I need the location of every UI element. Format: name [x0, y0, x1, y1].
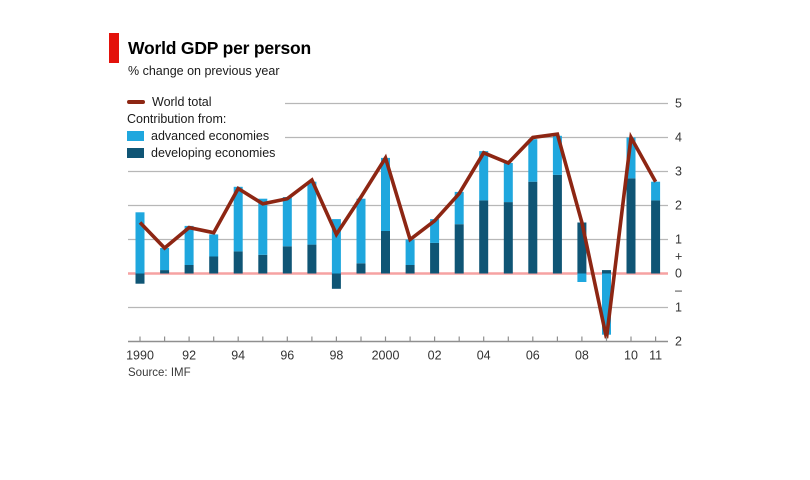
- bar-advanced-2008: [577, 273, 587, 282]
- world-total-line-swatch: [127, 100, 145, 104]
- x-label-02: 02: [428, 349, 442, 363]
- chart-subtitle: % change on previous year: [128, 64, 280, 78]
- x-label-98: 98: [329, 349, 343, 363]
- y-label-4: 4: [675, 131, 682, 145]
- bar-developing-2008: [577, 222, 587, 274]
- bar-developing-2003: [454, 224, 464, 274]
- developing-economies-swatch: [127, 148, 144, 158]
- legend-advanced: advanced economies: [127, 128, 285, 144]
- bar-developing-2011: [651, 200, 661, 274]
- legend-advanced-label: advanced economies: [151, 129, 270, 143]
- bar-advanced-1997: [307, 181, 317, 245]
- x-label-11: 11: [649, 349, 662, 363]
- bar-advanced-1995: [258, 198, 268, 255]
- x-label-08: 08: [575, 349, 589, 363]
- bar-advanced-1996: [282, 197, 292, 247]
- bar-developing-1997: [307, 244, 317, 274]
- bar-developing-2010: [626, 178, 636, 274]
- bar-advanced-2001: [405, 239, 415, 265]
- y-label-–: –: [675, 284, 682, 298]
- bars-group: [135, 135, 661, 335]
- economist-red-tag: [109, 33, 119, 63]
- bar-developing-1990: [135, 273, 145, 284]
- bar-advanced-2004: [479, 151, 489, 201]
- bar-advanced-2000: [381, 157, 390, 231]
- bar-developing-1999: [356, 263, 366, 274]
- legend-developing: developing economies: [127, 145, 285, 161]
- y-label-2: 2: [675, 199, 682, 213]
- bar-advanced-2003: [454, 191, 464, 225]
- y-label-0: 0: [675, 267, 682, 281]
- legend-contribution-heading: Contribution from:: [127, 111, 285, 127]
- bar-advanced-2010: [626, 137, 636, 179]
- world-total-line: [138, 131, 658, 339]
- legend-world-total: World total: [127, 94, 285, 110]
- bar-advanced-2009: [602, 273, 611, 335]
- bar-developing-2007: [552, 174, 562, 274]
- y-label-1: 1: [675, 301, 682, 315]
- x-label-10: 10: [624, 349, 638, 363]
- legend-contribution-label: Contribution from:: [127, 112, 227, 126]
- x-label-2000: 2000: [372, 349, 400, 363]
- source-note: Source: IMF: [128, 367, 191, 379]
- y-label-5: 5: [675, 97, 682, 111]
- y-label-+: +: [675, 250, 682, 264]
- x-axis-labels: 1990 92 94 96 98 2000 02 04 06 08 10 11: [126, 349, 662, 363]
- y-label-3: 3: [675, 165, 682, 179]
- advanced-economies-swatch: [127, 131, 144, 141]
- bar-advanced-2011: [651, 181, 661, 201]
- chart-legend: World total Contribution from: advanced …: [127, 94, 285, 162]
- x-label-1990: 1990: [126, 349, 154, 363]
- x-label-04: 04: [477, 349, 491, 363]
- bar-developing-1993: [209, 256, 219, 274]
- bar-developing-2009: [602, 270, 611, 274]
- x-axis: [128, 336, 668, 343]
- bar-developing-2002: [430, 242, 440, 274]
- bar-developing-1992: [184, 265, 194, 274]
- chart-title: World GDP per person: [128, 38, 312, 58]
- bar-advanced-2002: [430, 219, 440, 243]
- bar-developing-2001: [405, 265, 415, 274]
- bar-advanced-1994: [233, 186, 243, 252]
- x-label-94: 94: [231, 349, 245, 363]
- legend-world-total-label: World total: [152, 95, 212, 109]
- bar-advanced-1991: [160, 248, 170, 271]
- legend-developing-label: developing economies: [151, 146, 276, 160]
- y-label-2: 2: [675, 335, 682, 349]
- bar-advanced-1993: [209, 234, 219, 257]
- bar-advanced-2006: [528, 139, 538, 182]
- x-label-06: 06: [526, 349, 540, 363]
- bar-developing-2004: [479, 200, 489, 274]
- bar-advanced-2007: [552, 135, 562, 175]
- bar-advanced-1990: [135, 212, 145, 274]
- bar-developing-1998: [331, 273, 341, 289]
- bar-advanced-1998: [331, 219, 341, 274]
- bar-developing-2000: [381, 231, 390, 274]
- bar-advanced-1999: [356, 198, 366, 264]
- x-label-96: 96: [280, 349, 294, 363]
- bar-advanced-1992: [184, 225, 194, 265]
- y-axis-labels: 5 4 3 2 1 +0 – 1 2: [675, 97, 682, 349]
- x-label-92: 92: [182, 349, 196, 363]
- bar-developing-1995: [258, 254, 268, 274]
- bar-developing-2006: [528, 181, 538, 274]
- bar-developing-1996: [282, 246, 292, 274]
- bar-developing-2005: [503, 202, 513, 274]
- bar-developing-1994: [233, 251, 243, 274]
- bar-developing-1991: [160, 270, 170, 274]
- bar-advanced-2005: [503, 163, 513, 203]
- y-label-1: 1: [675, 233, 682, 247]
